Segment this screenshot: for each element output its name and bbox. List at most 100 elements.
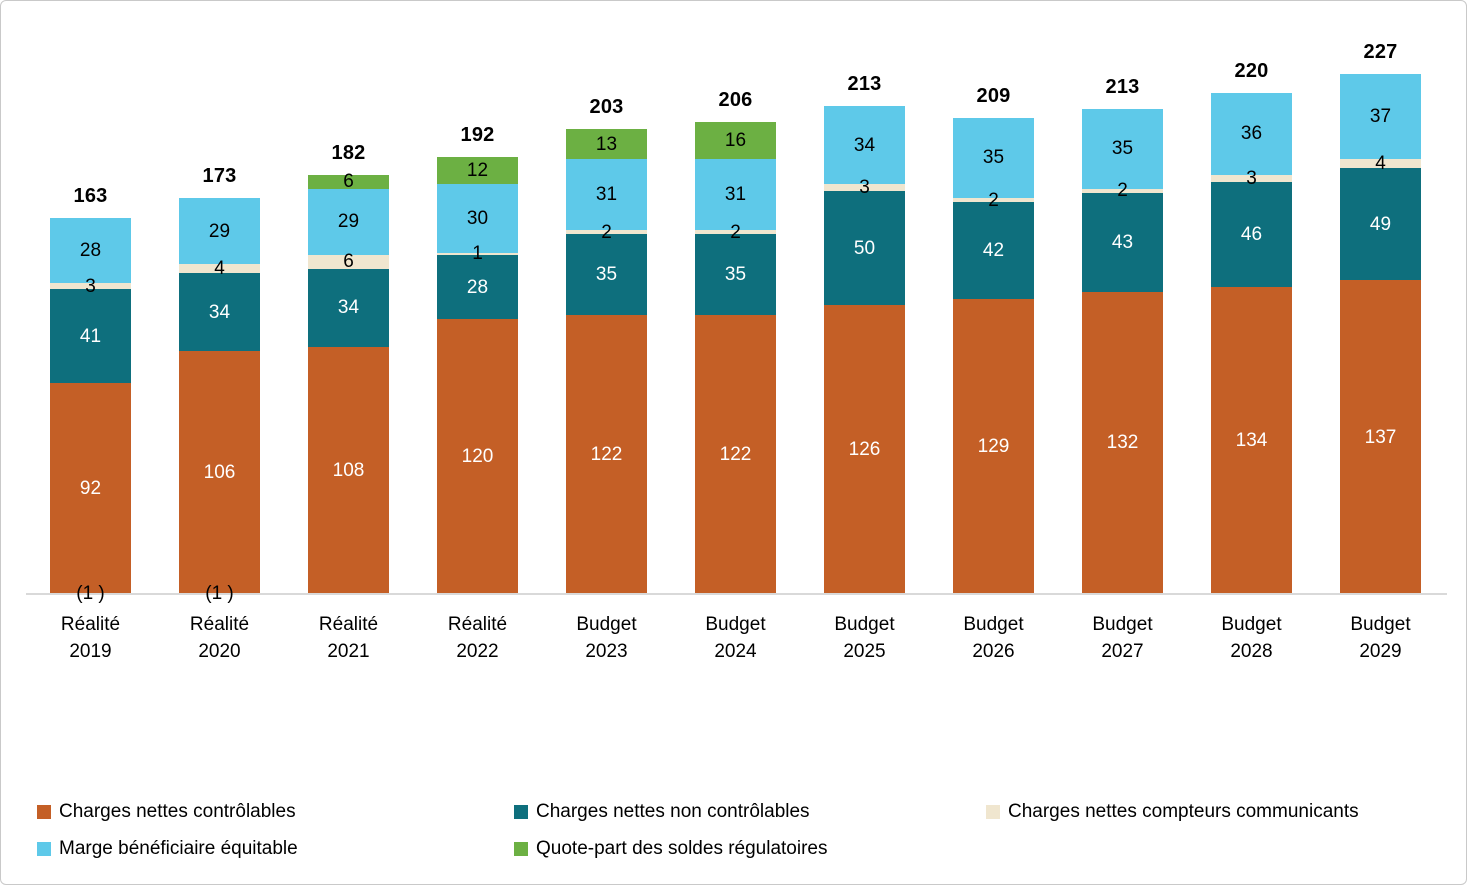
category-label: Réalité bbox=[60, 614, 121, 635]
segment-value-label: 134 bbox=[1235, 430, 1268, 452]
segment-charges-nettes-non-controlables: 34 bbox=[308, 268, 389, 347]
segment-marge-beneficiaire-equitable: 29 bbox=[179, 197, 260, 265]
segment-charges-nettes-non-controlables: 42 bbox=[953, 202, 1034, 299]
category-label: Budget bbox=[576, 614, 637, 635]
legend-item-marge-beneficiaire-equitable: Marge bénéficiaire équitable bbox=[37, 838, 514, 860]
segment-value-label: 49 bbox=[1369, 213, 1392, 235]
category-year-label: 2023 bbox=[585, 641, 628, 662]
segment-value-label: 108 bbox=[332, 459, 365, 481]
segment-charges-nettes-non-controlables: 35 bbox=[695, 234, 776, 315]
segment-value-label: 2 bbox=[601, 221, 612, 243]
segment-value-label: 2 bbox=[988, 189, 999, 211]
segment-charges-nettes-controlables: 129 bbox=[953, 298, 1034, 594]
segment-value-label: 2 bbox=[730, 221, 741, 243]
bar-group-2020: 173 29 4 34 106 bbox=[155, 165, 284, 594]
negative-value-note: (1 ) bbox=[205, 583, 234, 604]
segment-charges-nettes-compteurs-communicants: 2 bbox=[953, 191, 1034, 210]
category-year-label: 2020 bbox=[198, 641, 241, 662]
bar-group-2025: 213 34 3 50 126 bbox=[800, 73, 929, 594]
segment-value-label: 1 bbox=[472, 243, 483, 265]
negative-value-note bbox=[542, 583, 671, 605]
category-label: Réalité bbox=[318, 614, 379, 635]
legend-item-charges-nettes-controlables: Charges nettes contrôlables bbox=[37, 801, 514, 823]
bar-stack: 6 29 6 34 108 bbox=[308, 172, 389, 594]
segment-charges-nettes-controlables: 122 bbox=[566, 314, 647, 594]
segment-charges-nettes-compteurs-communicants: 3 bbox=[1211, 169, 1292, 188]
segment-value-label: 31 bbox=[595, 183, 618, 205]
segment-value-label: 4 bbox=[214, 258, 225, 280]
segment-marge-beneficiaire-equitable: 31 bbox=[566, 158, 647, 230]
total-label: 203 bbox=[589, 96, 624, 119]
category-label: Budget bbox=[1092, 614, 1153, 635]
segment-value-label: 3 bbox=[1246, 167, 1257, 189]
bar-stack: 34 3 50 126 bbox=[824, 106, 905, 594]
category-label: Budget bbox=[963, 614, 1024, 635]
bar-group-2023: 203 13 31 2 35 122 bbox=[542, 96, 671, 594]
category-label: Réalité bbox=[447, 614, 508, 635]
segment-value-label: 50 bbox=[853, 237, 876, 259]
bar-group-2026: 209 35 2 42 129 bbox=[929, 85, 1058, 594]
legend-item-charges-nettes-compteurs-communicants: Charges nettes compteurs communicants bbox=[986, 801, 1446, 823]
negative-value-note bbox=[671, 583, 800, 605]
segment-charges-nettes-non-controlables: 43 bbox=[1082, 193, 1163, 292]
total-label: 173 bbox=[202, 164, 237, 187]
legend-color-swatch-icon bbox=[37, 805, 51, 819]
segment-marge-beneficiaire-equitable: 31 bbox=[695, 158, 776, 230]
segment-charges-nettes-compteurs-communicants: 3 bbox=[50, 277, 131, 296]
bar-stack: 35 2 42 129 bbox=[953, 117, 1034, 594]
segment-value-label: 35 bbox=[982, 147, 1005, 169]
bar-stack: 35 2 43 132 bbox=[1082, 108, 1163, 594]
segment-value-label: 132 bbox=[1106, 432, 1139, 454]
bar-group-2022: 192 12 30 1 28 120 bbox=[413, 124, 542, 594]
x-label-2023: Budget 2023 bbox=[542, 594, 671, 665]
segment-marge-beneficiaire-equitable: 29 bbox=[308, 188, 389, 256]
segment-charges-nettes-controlables: 92 bbox=[50, 383, 131, 594]
segment-quote-part-des-soldes-regulatoires: 6 bbox=[308, 172, 389, 191]
x-label-2028: Budget 2028 bbox=[1187, 594, 1316, 665]
segment-value-label: 29 bbox=[337, 211, 360, 233]
segment-charges-nettes-controlables: 132 bbox=[1082, 291, 1163, 594]
segment-value-label: 4 bbox=[1375, 153, 1386, 174]
segment-charges-nettes-compteurs-communicants: 4 bbox=[179, 259, 260, 278]
bar-stack: 37 4 49 137 bbox=[1340, 74, 1421, 594]
segment-charges-nettes-compteurs-communicants: 2 bbox=[566, 223, 647, 242]
segment-quote-part-des-soldes-regulatoires: 12 bbox=[437, 156, 518, 185]
category-label: Budget bbox=[1221, 614, 1282, 635]
category-year-label: 2022 bbox=[456, 641, 499, 662]
bar-group-2019: 163 28 3 41 92 bbox=[26, 185, 155, 594]
category-year-label: 2025 bbox=[843, 641, 886, 662]
segment-charges-nettes-compteurs-communicants: 6 bbox=[308, 251, 389, 273]
bar-group-2028: 220 36 3 46 134 bbox=[1187, 60, 1316, 594]
category-year-label: 2027 bbox=[1101, 641, 1144, 662]
total-label: 206 bbox=[718, 89, 753, 112]
segment-quote-part-des-soldes-regulatoires: 13 bbox=[566, 129, 647, 159]
segment-charges-nettes-controlables: 137 bbox=[1340, 280, 1421, 594]
segment-value-label: 126 bbox=[848, 439, 881, 461]
segment-charges-nettes-non-controlables: 46 bbox=[1211, 181, 1292, 288]
segment-value-label: 12 bbox=[466, 159, 489, 181]
segment-value-label: 43 bbox=[1111, 232, 1134, 253]
x-axis-line bbox=[26, 593, 1447, 595]
legend-item-charges-nettes-non-controlables: Charges nettes non contrôlables bbox=[514, 801, 986, 823]
segment-value-label: 122 bbox=[719, 443, 752, 465]
legend-color-swatch-icon bbox=[514, 805, 528, 819]
segment-charges-nettes-compteurs-communicants: 1 bbox=[437, 244, 518, 263]
segment-value-label: 36 bbox=[1240, 123, 1263, 145]
total-label: 192 bbox=[460, 123, 495, 146]
negative-value-note bbox=[929, 583, 1058, 605]
segment-value-label: 35 bbox=[724, 264, 747, 286]
segment-value-label: 6 bbox=[343, 251, 354, 273]
x-label-2026: Budget 2026 bbox=[929, 594, 1058, 665]
segment-value-label: 29 bbox=[208, 220, 231, 242]
segment-value-label: 137 bbox=[1364, 426, 1397, 448]
segment-value-label: 34 bbox=[853, 134, 876, 156]
category-year-label: 2026 bbox=[972, 641, 1015, 662]
category-year-label: 2028 bbox=[1230, 641, 1273, 662]
segment-value-label: 37 bbox=[1369, 106, 1392, 128]
x-label-2021: Réalité 2021 bbox=[284, 594, 413, 665]
segment-value-label: 35 bbox=[1111, 138, 1134, 160]
total-label: 213 bbox=[847, 73, 882, 96]
legend-item-label: Charges nettes non contrôlables bbox=[536, 801, 810, 822]
total-label: 213 bbox=[1105, 75, 1140, 98]
segment-charges-nettes-controlables: 122 bbox=[695, 314, 776, 594]
